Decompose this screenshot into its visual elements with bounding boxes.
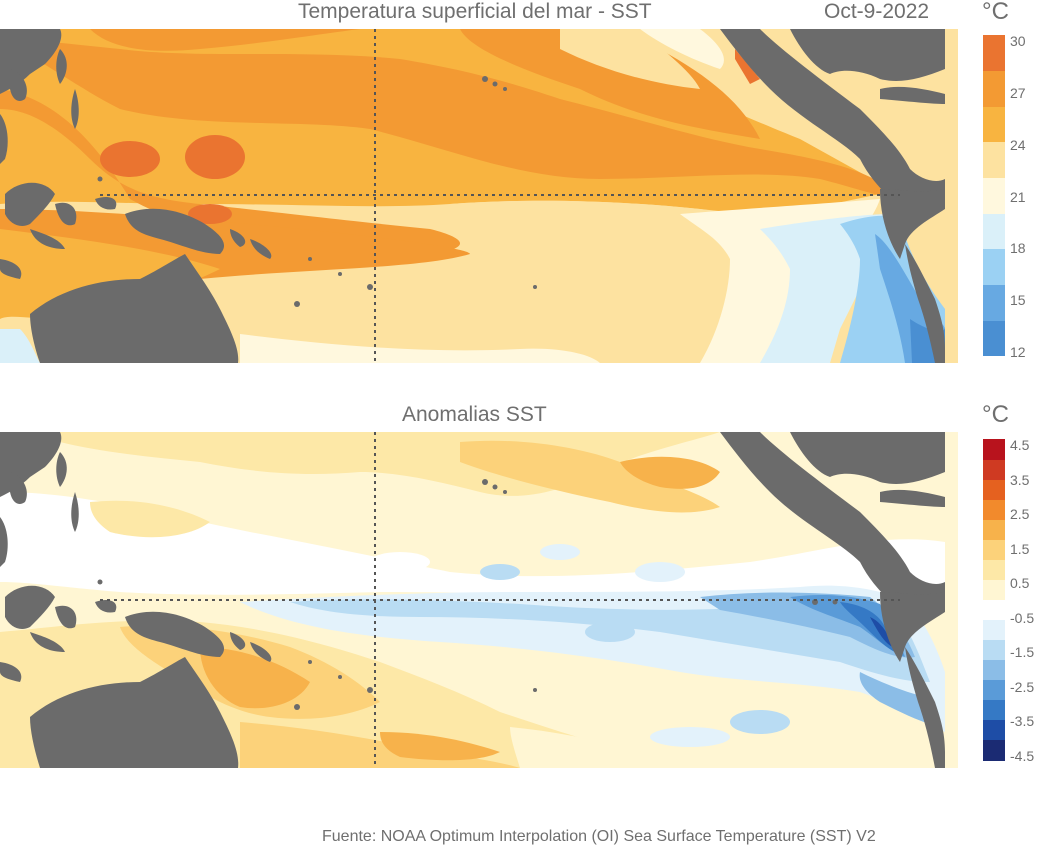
anomaly-colorbar-swatch: [983, 659, 1005, 681]
anomaly-colorbar-swatch: [983, 679, 1005, 701]
anomaly-colorbar-swatch: [983, 539, 1005, 560]
anomaly-colorbar-swatch: [983, 439, 1005, 460]
sst-anomaly-map: [0, 432, 958, 768]
sst-colorbar-swatch: [983, 177, 1005, 214]
sst-colorbar-swatch: [983, 70, 1005, 107]
anomaly-colorbar-tick-label: 0.5: [1010, 575, 1030, 592]
anomaly-colorbar-tick-label: 2.5: [1010, 506, 1030, 523]
anomaly-colorbar-swatch: [983, 619, 1005, 641]
sst-map-title: Temperatura superficial del mar - SST: [298, 0, 652, 23]
sst-colorbar-unit: °C: [982, 0, 1009, 25]
sst-land-masses: [0, 29, 945, 363]
map-date: Oct-9-2022: [824, 0, 930, 23]
anomaly-colorbar-swatch: [983, 519, 1005, 540]
anomaly-colorbar-swatch: [983, 739, 1005, 761]
sst-colorbar-swatch: [983, 142, 1005, 179]
sst-temperature-field: [0, 29, 945, 363]
anomaly-colorbar-swatch: [983, 599, 1005, 621]
sst-map: [0, 29, 958, 363]
anomaly-colorbar-tick-label: -2.5: [1010, 678, 1035, 695]
anomaly-colorbar-swatch: [983, 719, 1005, 741]
anomaly-map-title: Anomalias SST: [402, 403, 547, 426]
sst-colorbar-tick-label: 18: [1010, 240, 1026, 257]
anomaly-colorbar-swatch: [983, 459, 1005, 480]
anomaly-colorbar-swatch: [983, 559, 1005, 580]
anomaly-reference-lines: [100, 432, 900, 768]
sst-colorbar-tick-label: 15: [1010, 292, 1026, 309]
anomaly-colorbar-tick-label: -3.5: [1010, 713, 1035, 730]
sst-colorbar-swatch: [983, 249, 1005, 286]
sst-colorbar-swatch: [983, 320, 1005, 357]
anomaly-colorbar-swatch: [983, 699, 1005, 721]
sst-colorbar: 12 15 18 21 24 27 30: [983, 33, 1039, 360]
anomaly-colorbar-tick-label: -4.5: [1010, 748, 1035, 764]
sst-colorbar-tick-label: 12: [1010, 344, 1026, 360]
anomaly-colorbar-swatch: [983, 499, 1005, 520]
anomaly-colorbar-swatch: [983, 579, 1005, 600]
sst-colorbar-swatch: [983, 106, 1005, 143]
anomaly-land-masses: [0, 432, 945, 768]
anomaly-colorbar-unit: °C: [982, 401, 1009, 428]
sst-colorbar-tick-label: 24: [1010, 136, 1026, 153]
anomaly-colorbar-swatch: [983, 479, 1005, 500]
sst-reference-lines: [100, 29, 900, 363]
anomaly-colorbar-swatch: [983, 639, 1005, 661]
anomaly-colorbar-tick-label: -1.5: [1010, 644, 1035, 661]
sst-colorbar-swatch: [983, 284, 1005, 321]
anomaly-colorbar-tick-label: 3.5: [1010, 471, 1030, 488]
anomaly-colorbar-tick-label: 4.5: [1010, 437, 1030, 453]
data-source-caption: Fuente: NOAA Optimum Interpolation (OI) …: [322, 828, 876, 845]
sst-colorbar-swatch: [983, 213, 1005, 250]
sst-colorbar-tick-label: 21: [1010, 188, 1026, 205]
sst-colorbar-tick-label: 27: [1010, 84, 1026, 101]
anomaly-colorbar-tick-label: 1.5: [1010, 540, 1030, 557]
anomaly-colorbar: -4.5 -3.5 -2.5 -1.5 -0.5 0.5 1.5 2.5 3.5 4.5: [983, 437, 1039, 764]
sst-colorbar-tick-label: 30: [1010, 33, 1026, 49]
anomaly-colorbar-tick-label: -0.5: [1010, 609, 1035, 626]
sst-colorbar-swatch: [983, 35, 1005, 72]
